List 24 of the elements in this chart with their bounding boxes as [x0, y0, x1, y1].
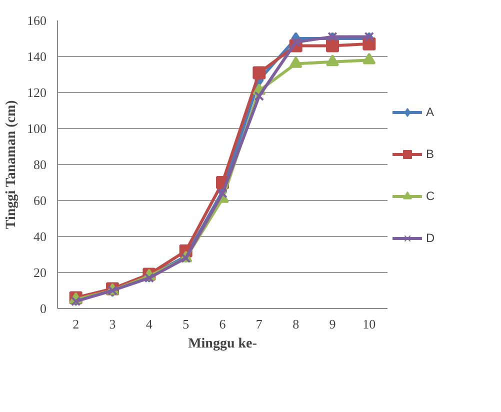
y-tick-label: 0 [40, 301, 46, 316]
y-tick-label: 20 [34, 265, 46, 280]
x-tick-label: 9 [329, 316, 336, 332]
x-tick-label: 4 [146, 316, 153, 332]
y-axis-title: Tinggi Tanaman (cm) [4, 100, 19, 230]
y-tick-label: 100 [27, 121, 46, 136]
legend-label: B [426, 147, 436, 161]
x-tick-label: 2 [72, 316, 80, 332]
x-tick-label: 6 [219, 316, 226, 332]
y-tick-label: 120 [27, 85, 46, 100]
y-tick-label: 40 [34, 229, 46, 244]
y-tick-label: 140 [27, 49, 46, 64]
x-tick-label: 10 [362, 316, 376, 332]
x-tick-label: 8 [292, 316, 300, 332]
y-tick-label: 80 [34, 157, 46, 172]
x-tick-label: 7 [256, 316, 263, 332]
legend-label: C [426, 189, 436, 203]
legend-label: A [426, 105, 436, 119]
x-tick-label: 5 [182, 316, 190, 332]
x-tick-label: 3 [109, 316, 116, 332]
legend-label: D [426, 231, 436, 245]
y-tick-label: 60 [34, 193, 46, 208]
x-axis-title: Minggu ke- [188, 336, 258, 352]
y-tick-label: 160 [27, 13, 46, 28]
